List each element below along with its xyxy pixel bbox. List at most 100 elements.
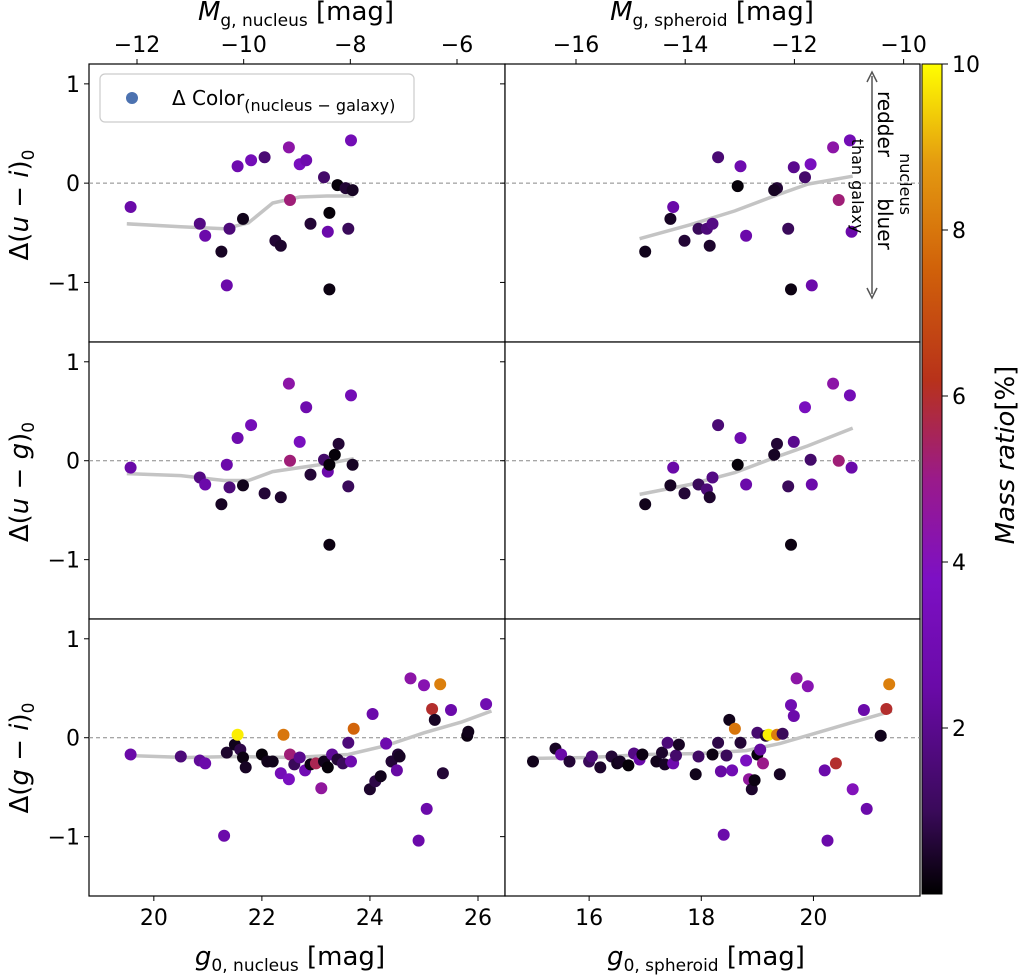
legend-label: Δ Color(nucleus − galaxy) (172, 86, 395, 115)
data-point (717, 828, 730, 841)
data-point (274, 491, 287, 504)
data-point (223, 481, 236, 494)
data-point (636, 748, 649, 761)
panel-frame (88, 341, 506, 620)
data-point (827, 141, 840, 154)
data-point (740, 229, 753, 242)
data-point (883, 678, 896, 691)
data-point (782, 480, 795, 493)
top-tick-label: −10 (220, 33, 266, 58)
data-point (527, 755, 539, 768)
data-point (734, 432, 747, 444)
data-point (124, 201, 137, 213)
data-point (787, 435, 800, 448)
data-point (321, 225, 334, 238)
ylabel-row-3: Δ(g − i)0 (5, 703, 39, 814)
panel-2 (500, 63, 921, 343)
data-point (805, 478, 818, 491)
data-point (804, 158, 817, 171)
data-point (785, 538, 797, 551)
data-point (245, 154, 258, 167)
data-point (667, 461, 680, 474)
data-point (304, 217, 317, 230)
data-point (818, 764, 831, 777)
data-point (706, 748, 719, 761)
data-point (304, 468, 317, 481)
data-point (277, 728, 290, 741)
data-point (799, 171, 811, 184)
data-point (712, 736, 725, 749)
data-point (594, 761, 607, 774)
data-point (237, 212, 249, 225)
data-point (124, 461, 137, 474)
data-point (274, 239, 287, 252)
data-point (258, 151, 271, 164)
panel-4 (500, 341, 921, 620)
data-point (731, 180, 744, 193)
data-point (258, 487, 271, 500)
data-point (342, 736, 355, 749)
data-point (846, 783, 859, 796)
panels (84, 63, 921, 897)
data-point (245, 419, 258, 432)
data-point (300, 154, 313, 167)
annotation-arrow-down-icon (866, 287, 878, 300)
data-point (220, 458, 233, 471)
data-point (293, 435, 306, 448)
y-tick-label: −1 (48, 271, 80, 296)
data-point (323, 458, 336, 471)
data-point (703, 491, 716, 504)
annotation-bluer: bluer (873, 198, 897, 250)
data-point (776, 727, 789, 740)
data-point (428, 713, 441, 726)
data-point (801, 680, 814, 693)
data-point (480, 698, 493, 711)
data-point (282, 141, 295, 154)
data-point (787, 161, 800, 174)
data-point (734, 736, 747, 749)
annotation-arrow-up-icon (866, 70, 878, 83)
data-point (282, 377, 295, 390)
top-tick-label: −10 (880, 33, 926, 58)
top-tick-label: −14 (662, 33, 708, 58)
data-point (346, 458, 359, 471)
data-point (284, 748, 296, 761)
colorbar-ticks: 2 4 6 8 10 (942, 53, 980, 742)
data-point (426, 703, 439, 715)
data-point (723, 713, 736, 726)
data-point (664, 479, 677, 492)
data-point (728, 722, 741, 735)
data-point (374, 770, 387, 783)
colorbar-tick-label: 8 (952, 219, 966, 244)
data-point (670, 749, 682, 762)
x-tick-label: 18 (687, 906, 715, 931)
data-point (282, 773, 295, 786)
panel-3 (84, 341, 506, 620)
data-point (880, 703, 893, 715)
y-tick-label: 0 (66, 172, 80, 197)
xlabel-top-right: Mg, spheroid [mag] (610, 0, 814, 31)
data-point (237, 751, 249, 764)
data-point (712, 151, 725, 164)
data-point (860, 802, 873, 815)
top-tick-label: −16 (553, 33, 599, 58)
data-point (787, 710, 800, 722)
data-point (199, 478, 212, 491)
data-point (706, 217, 719, 230)
ylabel-row-2: Δ(u − g)0 (5, 422, 39, 542)
data-point (692, 750, 705, 763)
data-point (323, 538, 336, 551)
data-point (380, 737, 393, 750)
data-point (845, 225, 858, 238)
data-point (726, 764, 739, 777)
data-point (345, 134, 357, 147)
y-tick-label: 0 (66, 727, 80, 752)
data-point (740, 754, 753, 767)
data-point (393, 750, 406, 763)
colorbar-tick-label: 6 (952, 385, 966, 410)
data-point (843, 134, 856, 147)
tick-labels: 1 0 −1 1 0 −1 1 0 −1 20 22 24 26 16 18 20 −12 −10 −8 −6 −16 −… (48, 33, 927, 931)
data-point (768, 448, 781, 461)
data-point (328, 448, 341, 461)
